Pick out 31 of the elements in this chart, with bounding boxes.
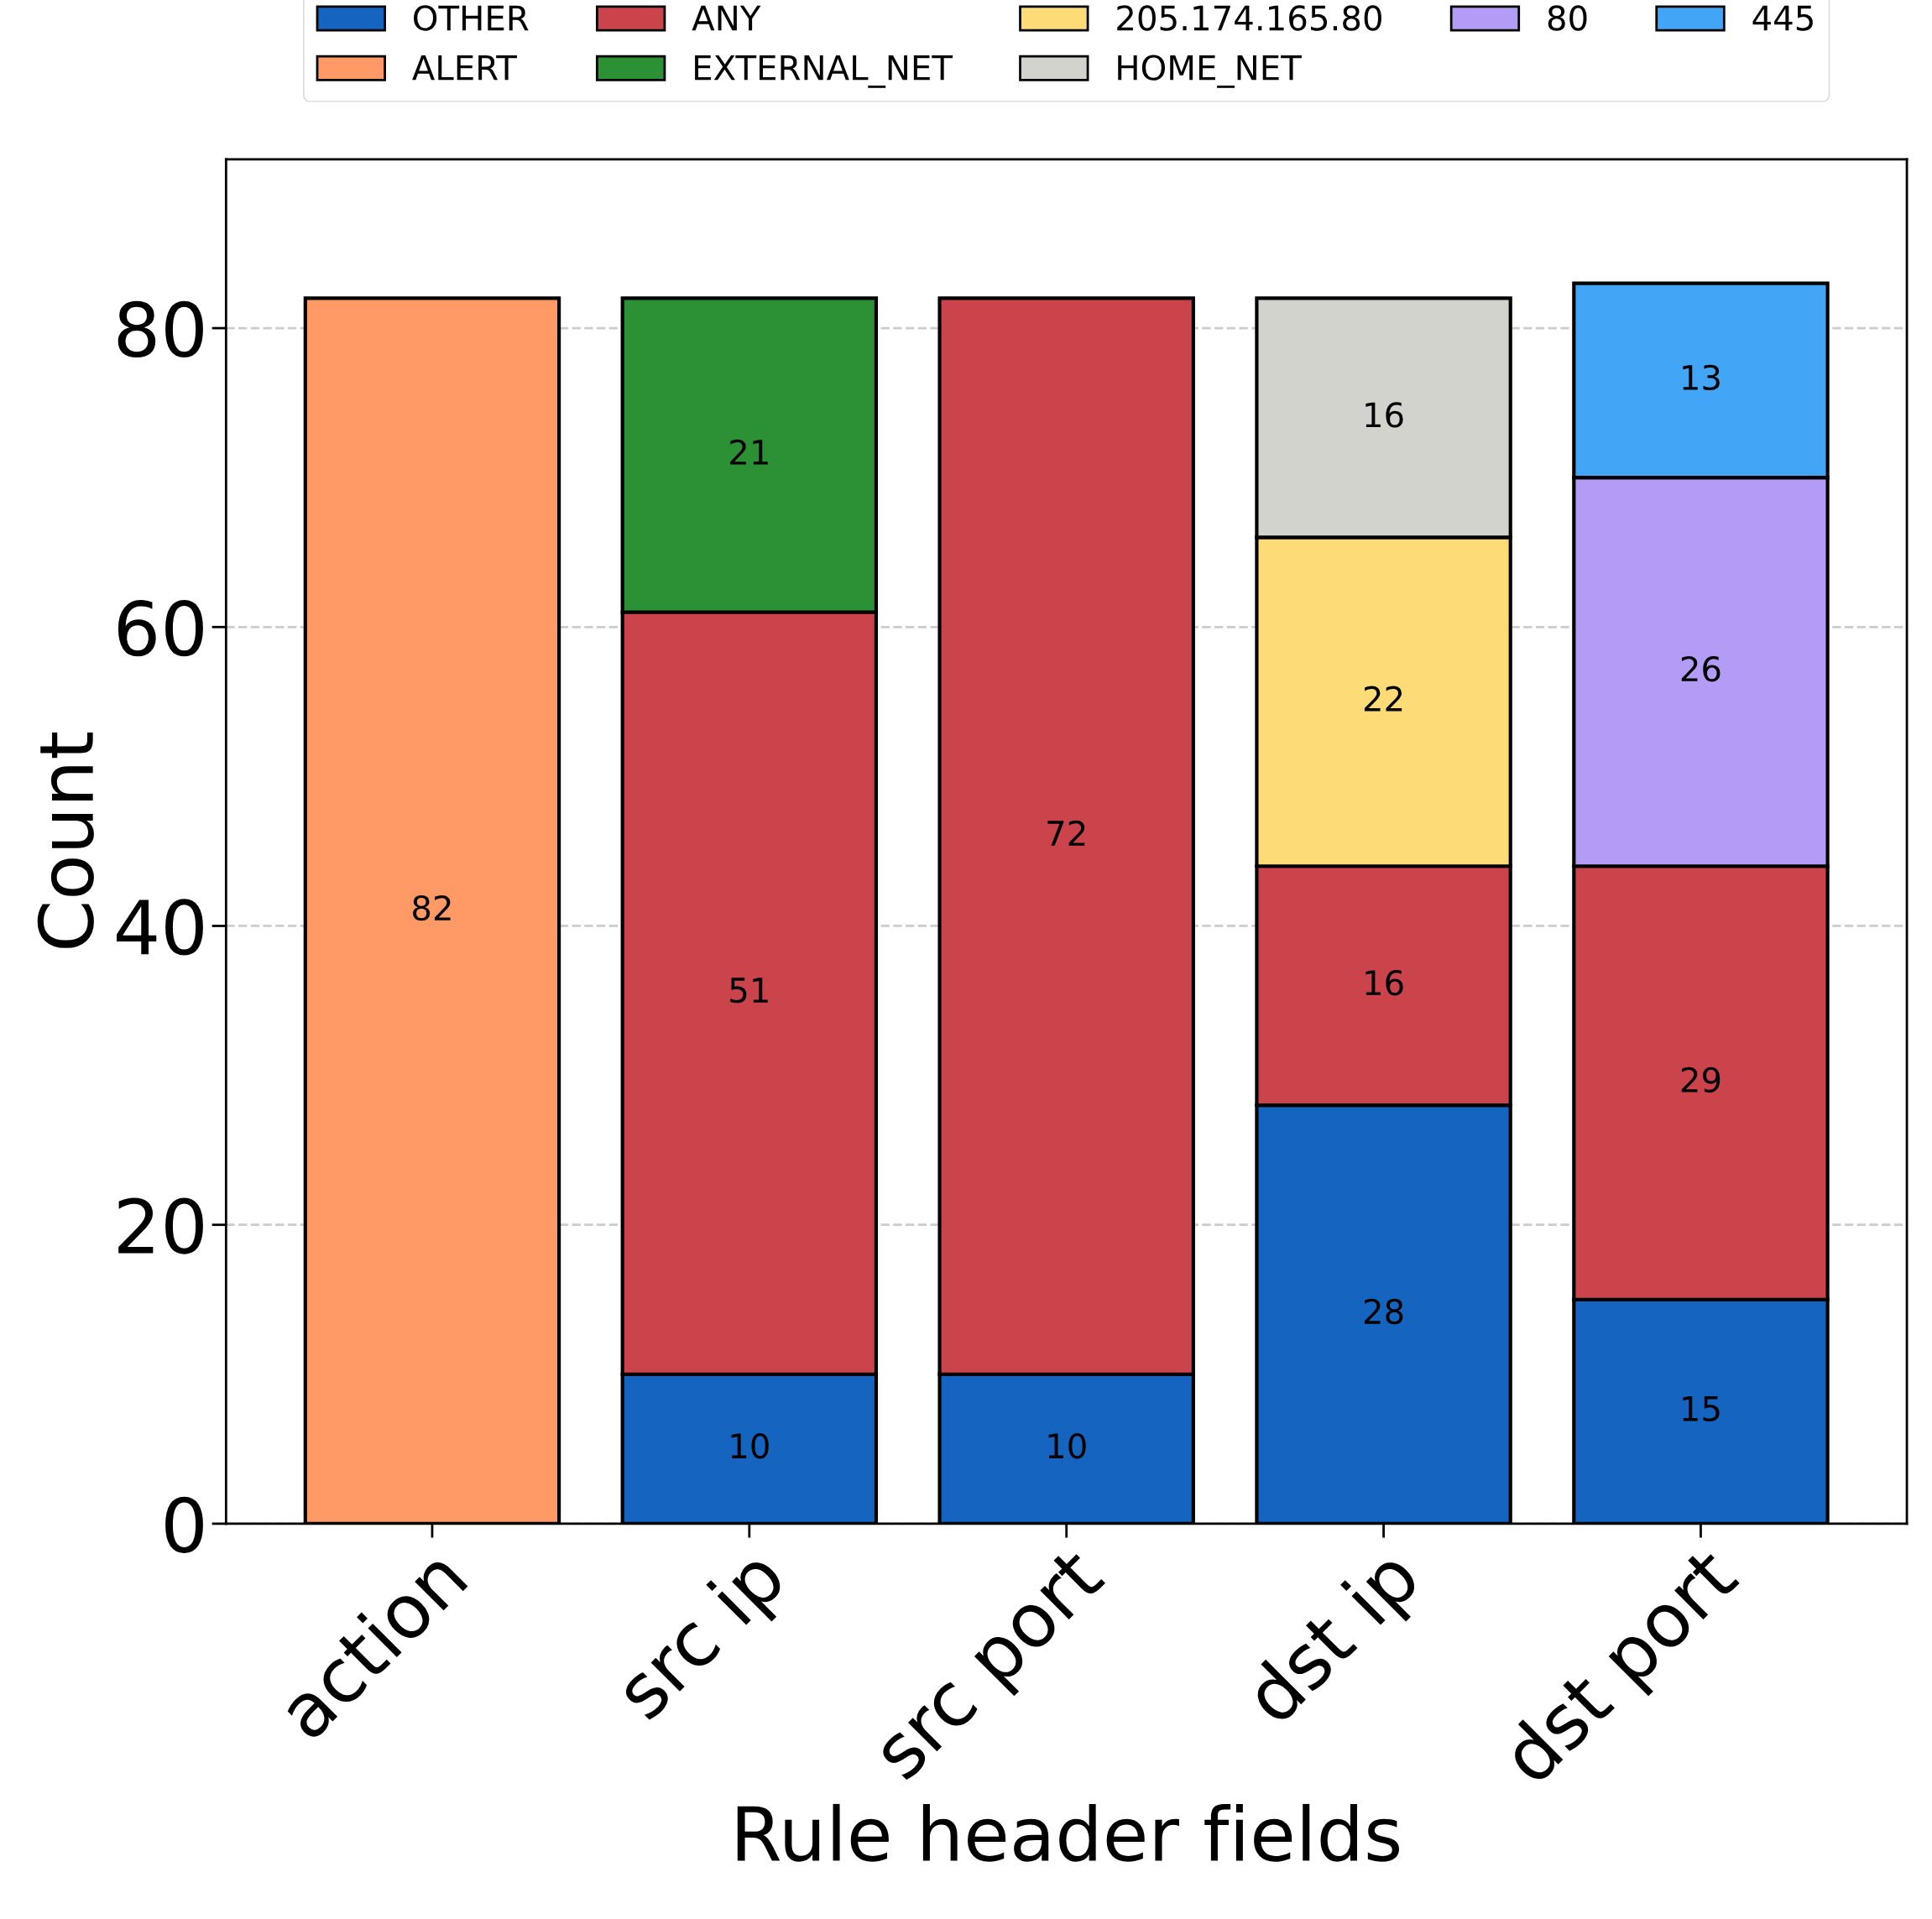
x-axis-title: Rule header fields xyxy=(737,1803,1399,1862)
data-label: 21 xyxy=(730,439,768,465)
y-tick-label: 80 xyxy=(117,300,203,358)
data-label: 15 xyxy=(1683,1396,1720,1421)
data-label: 26 xyxy=(1681,655,1721,682)
data-label: 82 xyxy=(413,894,451,921)
y-tick-label: 60 xyxy=(117,600,203,657)
y-tick-label: 0 xyxy=(165,1496,203,1553)
legend-label: 80 xyxy=(1548,5,1587,31)
data-label: 10 xyxy=(731,1433,769,1459)
data-label: 29 xyxy=(1681,1066,1721,1093)
legend-label: HOME_NET xyxy=(1118,55,1302,88)
x-tick-label: dst ip xyxy=(1240,1544,1432,1737)
data-label: 72 xyxy=(1047,820,1085,846)
y-tick-label: 40 xyxy=(117,899,203,956)
legend-label: 205.174.165.80 xyxy=(1117,5,1381,31)
y-axis-title: Count xyxy=(37,732,94,948)
x-tick-label: src ip xyxy=(610,1544,798,1732)
y-tick-label: 20 xyxy=(118,1197,203,1254)
data-label: 16 xyxy=(1365,402,1403,428)
data-label: 51 xyxy=(730,978,768,1004)
legend-label: ANY xyxy=(692,5,761,31)
data-label: 13 xyxy=(1683,364,1720,391)
legend-label: EXTERNAL_NET xyxy=(695,55,953,88)
legend-label: OTHER xyxy=(414,5,529,31)
data-label: 10 xyxy=(1048,1433,1086,1459)
data-label: 16 xyxy=(1365,969,1403,996)
legend-label: ALERT xyxy=(412,55,518,81)
data-label: 22 xyxy=(1364,686,1402,712)
legend-label: 445 xyxy=(1752,5,1813,31)
data-label: 28 xyxy=(1364,1298,1403,1325)
